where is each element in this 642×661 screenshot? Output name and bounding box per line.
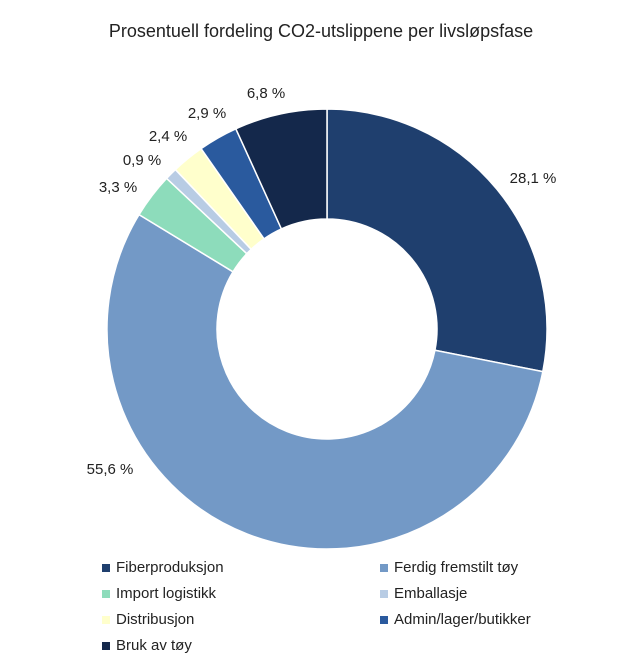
- donut-slice: [106, 213, 544, 550]
- donut-slice: [234, 108, 328, 230]
- data-label: 2,9 %: [188, 105, 226, 122]
- legend-swatch: [102, 564, 110, 572]
- legend-label: Ferdig fremstilt tøy: [394, 559, 519, 576]
- data-label: 2,4 %: [149, 128, 187, 145]
- legend-swatch: [102, 642, 110, 650]
- data-label: 6,8 %: [247, 85, 285, 102]
- legend-label: Fiberproduksjon: [116, 559, 224, 576]
- data-label: 0,9 %: [123, 152, 161, 169]
- legend-label: Bruk av tøy: [116, 637, 192, 654]
- legend-swatch: [102, 590, 110, 598]
- legend-swatch: [102, 616, 110, 624]
- legend-swatch: [380, 590, 388, 598]
- legend-label: Import logistikk: [116, 585, 217, 602]
- legend-swatch: [380, 564, 388, 572]
- data-label: 55,6 %: [87, 461, 134, 478]
- chart-title: Prosentuell fordeling CO2-utslippene per…: [109, 21, 533, 41]
- data-label: 3,3 %: [99, 179, 137, 196]
- donut-slice: [326, 108, 548, 373]
- legend-label: Admin/lager/butikker: [394, 611, 531, 628]
- legend-swatch: [380, 616, 388, 624]
- legend-label: Distribusjon: [116, 611, 194, 628]
- data-label: 28,1 %: [510, 170, 557, 187]
- legend-label: Emballasje: [394, 585, 467, 602]
